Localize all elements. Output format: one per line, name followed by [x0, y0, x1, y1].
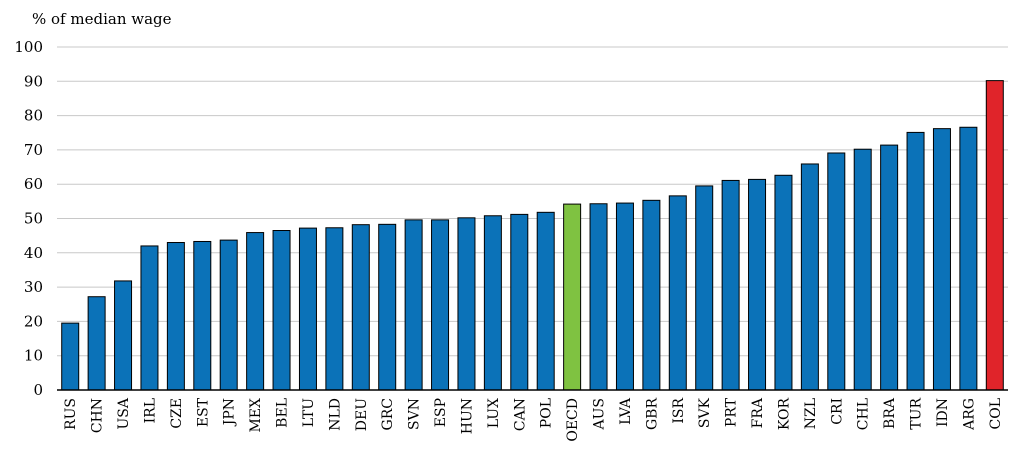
x-tick-label: AUS	[592, 398, 608, 431]
y-tick-label: 90	[24, 72, 43, 90]
bar-col	[985, 80, 1004, 391]
bar-cri	[827, 152, 846, 391]
gridlines	[57, 46, 1008, 357]
x-tick-label: PRT	[724, 397, 740, 427]
bar-arg	[959, 126, 978, 391]
bar-nld	[325, 227, 344, 391]
y-tick-label: 80	[24, 107, 43, 125]
y-tick-label: 70	[24, 141, 43, 159]
x-tick-label: CRI	[829, 398, 845, 425]
x-tick-label: LTU	[301, 398, 317, 427]
bar-can	[510, 213, 529, 391]
bar-hun	[457, 217, 476, 391]
y-tick-label: 50	[24, 210, 43, 228]
y-tick-label: 10	[24, 347, 43, 365]
bar-rus	[61, 322, 80, 391]
x-tick-label: CHL	[856, 398, 872, 430]
x-tick-label: LUX	[486, 398, 502, 428]
bar-pol	[536, 211, 555, 391]
bar-nzl	[800, 163, 819, 391]
x-tick-label: SVK	[697, 397, 713, 428]
x-tick-label: GBR	[644, 398, 660, 430]
x-tick-label: FRA	[750, 397, 766, 428]
bar-oecd	[563, 203, 582, 391]
x-tick-label: MEX	[248, 398, 264, 433]
x-tick-label: RUS	[63, 398, 79, 430]
x-tick-label: TUR	[909, 398, 925, 430]
x-tick-label: LVA	[618, 397, 634, 425]
x-tick-label: COL	[988, 398, 1004, 430]
bar-deu	[351, 224, 370, 391]
y-tick-label: 20	[24, 312, 43, 330]
y-tick-label: 100	[14, 38, 43, 56]
bar-fra	[748, 178, 767, 391]
bar-isr	[668, 195, 687, 391]
x-axis-labels: RUS CHN USA IRL CZE EST JPN MEX BEL LTU NLD DEU GRC S…	[63, 397, 1004, 442]
bar-kor	[774, 174, 793, 391]
bar-grc	[378, 223, 397, 391]
x-tick-label: CHN	[90, 398, 106, 433]
x-tick-label: IDN	[935, 398, 951, 427]
bar-cze	[166, 242, 185, 391]
y-tick-label: 60	[24, 175, 43, 193]
y-tick-label: 0	[33, 381, 43, 399]
y-tick-label: 30	[24, 278, 43, 296]
x-tick-label: POL	[539, 398, 555, 428]
bar-prt	[721, 179, 740, 391]
bar-tur	[906, 131, 925, 391]
x-tick-label: ESP	[433, 398, 449, 427]
x-tick-label: DEU	[354, 398, 370, 431]
x-tick-label: SVN	[407, 398, 423, 430]
bar-chl	[853, 148, 872, 391]
x-tick-label: NLD	[327, 398, 343, 431]
bar-usa	[114, 280, 133, 391]
bar-gbr	[642, 199, 661, 391]
bar-est	[193, 240, 212, 391]
y-axis-label: % of median wage	[32, 10, 172, 28]
x-tick-label: CAN	[512, 398, 528, 431]
bar-esp	[431, 219, 450, 391]
bar-mex	[246, 232, 265, 391]
bar-svn	[404, 219, 423, 391]
x-tick-label: HUN	[459, 398, 475, 434]
bars	[57, 80, 1008, 391]
x-tick-label: IRL	[142, 398, 158, 423]
bar-idn	[932, 128, 951, 391]
bar-bra	[880, 144, 899, 391]
bar-lux	[483, 215, 502, 391]
x-tick-label: BEL	[275, 398, 291, 428]
x-tick-label: BRA	[882, 397, 898, 429]
bar-ltu	[298, 227, 317, 391]
x-tick-label: ARG	[961, 398, 977, 431]
bar-bel	[272, 230, 291, 391]
bar-svk	[695, 185, 714, 391]
bar-lva	[615, 202, 634, 391]
x-tick-label: KOR	[776, 398, 792, 431]
x-tick-label: ISR	[671, 398, 687, 424]
x-tick-label: USA	[116, 397, 132, 429]
x-tick-label: JPN	[222, 398, 238, 427]
x-tick-label: NZL	[803, 398, 819, 429]
bar-jpn	[219, 239, 238, 391]
y-axis-ticks: 0 10 20 30 40 50 60 70 80 90 100	[14, 38, 43, 399]
x-tick-label: GRC	[380, 398, 396, 430]
bar-aus	[589, 203, 608, 391]
x-tick-label: OECD	[565, 398, 581, 442]
bar-irl	[140, 245, 159, 391]
y-tick-label: 40	[24, 244, 43, 262]
x-tick-label: CZE	[169, 398, 185, 429]
x-tick-label: EST	[195, 397, 211, 427]
bar-chn	[87, 296, 106, 391]
